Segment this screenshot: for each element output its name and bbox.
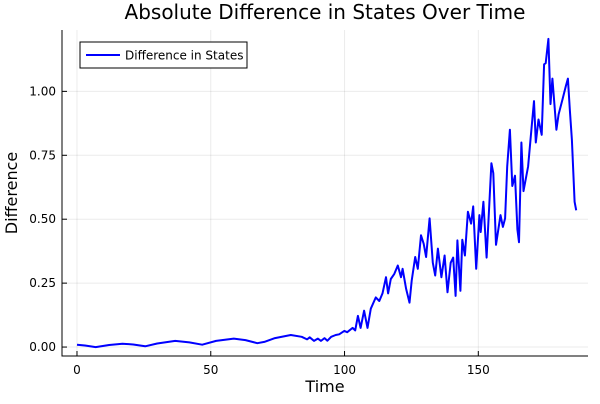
x-axis-label: Time	[304, 377, 344, 396]
chart-title: Absolute Difference in States Over Time	[125, 0, 526, 24]
y-tick-label: 1.00	[29, 84, 56, 98]
x-tick-label: 0	[73, 363, 81, 377]
series-line-difference-in-states	[76, 37, 578, 349]
y-tick-label: 0.00	[29, 340, 56, 354]
y-tick-label: 0.50	[29, 212, 56, 226]
grid	[62, 30, 588, 356]
ticks: 0 50 100 150 0.00 0.25 0.50 0.75 1.00	[29, 84, 489, 377]
axes-frame	[61, 30, 588, 357]
x-tick-label: 150	[467, 363, 490, 377]
y-tick-label: 0.25	[29, 276, 56, 290]
x-tick-label: 50	[203, 363, 218, 377]
y-tick-label: 0.75	[29, 148, 56, 162]
x-tick-label: 100	[333, 363, 356, 377]
legend: Difference in States	[79, 41, 248, 69]
legend-label: Difference in States	[125, 49, 243, 63]
legend-box	[79, 41, 248, 69]
y-axis-label: Difference	[2, 152, 21, 234]
